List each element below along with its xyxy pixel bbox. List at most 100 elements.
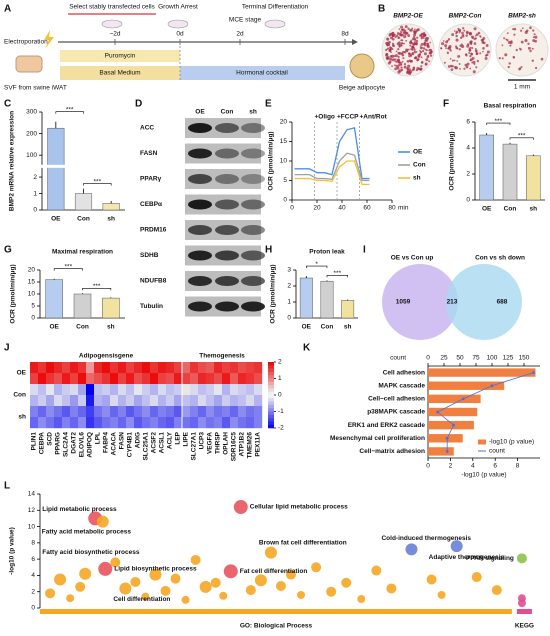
bubble bbox=[181, 595, 190, 604]
blot-band bbox=[215, 123, 239, 133]
heatmap-cell bbox=[110, 395, 119, 407]
heatmap-cell bbox=[142, 362, 151, 374]
heatmap-cell bbox=[62, 406, 71, 418]
stained-cell bbox=[532, 36, 535, 39]
heatmap-cell bbox=[238, 373, 247, 385]
bubble bbox=[190, 554, 201, 565]
stained-cell bbox=[472, 60, 476, 64]
lane-label: OE bbox=[195, 109, 205, 116]
category-label: p38MAPK cascade bbox=[367, 409, 425, 416]
stained-cell bbox=[400, 25, 404, 29]
colorbar-step bbox=[268, 395, 274, 399]
heatmap-cell bbox=[62, 362, 71, 374]
stained-cell bbox=[414, 30, 417, 33]
x2-tick-label: 25 bbox=[440, 355, 448, 362]
stained-cell bbox=[450, 68, 454, 71]
stained-cell bbox=[406, 60, 410, 63]
lane-label: sh bbox=[249, 109, 257, 116]
stained-cell bbox=[469, 41, 473, 45]
panel-letter: G bbox=[4, 245, 12, 256]
y-tick-label: 6 bbox=[31, 556, 35, 563]
bubble bbox=[219, 591, 228, 600]
heatmap-cell bbox=[174, 417, 183, 429]
stained-cell bbox=[476, 59, 480, 63]
heatmap-cell bbox=[142, 417, 151, 429]
timeline-arrow bbox=[352, 39, 358, 45]
y-tick-label: 0 bbox=[31, 605, 35, 612]
venn-circle bbox=[382, 264, 458, 340]
heatmap-cell bbox=[246, 373, 255, 385]
stained-cell bbox=[419, 67, 423, 71]
blot-band bbox=[188, 301, 212, 312]
y-tick-label: 4 bbox=[466, 145, 470, 152]
blot-band bbox=[188, 250, 212, 261]
stained-cell bbox=[409, 44, 412, 47]
event-label: +FCCP bbox=[337, 114, 359, 121]
bubble bbox=[160, 585, 171, 596]
stained-cell bbox=[457, 54, 461, 58]
series-line bbox=[294, 160, 370, 186]
y-tick-label: 0 bbox=[33, 207, 37, 214]
timepoint-label: 8d bbox=[341, 31, 349, 38]
medium-label: Basal Medium bbox=[99, 70, 140, 77]
stained-cell bbox=[512, 55, 516, 59]
heatmap-cell bbox=[222, 373, 231, 385]
y-tick-label: 10 bbox=[28, 523, 36, 530]
heatmap-cell bbox=[78, 373, 87, 385]
blot-band bbox=[215, 301, 239, 312]
heatmap-cell bbox=[62, 384, 71, 396]
stained-cell bbox=[392, 44, 395, 47]
heatmap-cell bbox=[158, 417, 167, 429]
heatmap-cell bbox=[142, 395, 151, 407]
stained-cell bbox=[513, 33, 516, 36]
heatmap-cell bbox=[166, 406, 175, 418]
stained-cell bbox=[466, 43, 470, 46]
heatmap-cell bbox=[86, 362, 95, 374]
stained-cell bbox=[391, 65, 393, 68]
heatmap-cell bbox=[102, 417, 111, 429]
stained-cell bbox=[421, 50, 425, 53]
stained-cell bbox=[509, 41, 513, 45]
stained-cell bbox=[408, 71, 412, 76]
stained-cell bbox=[486, 50, 490, 54]
stained-cell bbox=[456, 60, 459, 62]
column-label: ACSL1 bbox=[159, 432, 166, 454]
stained-cell bbox=[400, 44, 403, 47]
heatmap-cell bbox=[254, 395, 263, 407]
stained-cell bbox=[416, 28, 420, 32]
heatmap-cell bbox=[198, 417, 207, 429]
stained-cell bbox=[397, 47, 400, 51]
stained-cell bbox=[429, 54, 433, 57]
stained-cell bbox=[428, 60, 431, 63]
bar bbox=[428, 420, 474, 430]
stained-cell bbox=[400, 63, 403, 66]
bar bbox=[102, 297, 120, 319]
stained-cell bbox=[540, 57, 544, 61]
column-label: ADIG bbox=[135, 432, 142, 448]
heatmap-cell bbox=[150, 395, 159, 407]
bar bbox=[73, 293, 92, 319]
heatmap-cell bbox=[214, 373, 223, 385]
x-tick-label: 0 bbox=[426, 463, 430, 470]
stained-cell bbox=[501, 57, 504, 60]
heatmap-cell bbox=[78, 395, 87, 407]
x-tick-label: 20 bbox=[313, 205, 321, 212]
heatmap-cell bbox=[214, 395, 223, 407]
row-group-label: OE bbox=[17, 370, 27, 377]
stained-cell bbox=[468, 52, 471, 54]
bar bbox=[428, 447, 454, 456]
heatmap-cell bbox=[118, 417, 127, 429]
stained-cell bbox=[423, 41, 427, 45]
x-tick-label: Con bbox=[76, 324, 89, 331]
count-point bbox=[436, 410, 439, 414]
stained-cell bbox=[388, 46, 392, 49]
heatmap-cell bbox=[30, 362, 39, 374]
bubble bbox=[130, 576, 141, 587]
stained-cell bbox=[485, 44, 489, 47]
column-label: SCD bbox=[47, 432, 54, 446]
y-axis-label: OCR (pmol/min/μg) bbox=[10, 264, 17, 323]
heatmap-cell bbox=[198, 395, 207, 407]
x-tick-label: sh bbox=[107, 324, 115, 331]
x2-tick-label: 100 bbox=[487, 355, 498, 362]
stained-cell bbox=[468, 47, 471, 50]
